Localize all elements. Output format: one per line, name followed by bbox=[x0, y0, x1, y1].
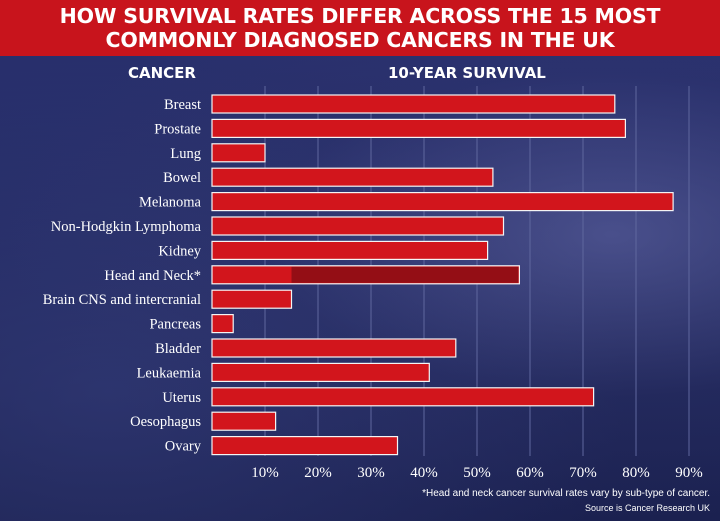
category-label: Non-Hodgkin Lymphoma bbox=[51, 219, 202, 235]
x-tick-label: 20% bbox=[304, 465, 332, 481]
bar bbox=[211, 387, 595, 407]
x-axis-ticks: 10% 20% 30% 40% 50% 60% 70% 80% 90% bbox=[251, 465, 703, 481]
chart-title-line-1: HOW SURVIVAL RATES DIFFER ACROSS THE 15 … bbox=[59, 4, 661, 28]
bar bbox=[211, 240, 489, 260]
bar bbox=[211, 362, 430, 382]
category-label: Bowel bbox=[163, 170, 201, 186]
x-tick-label: 70% bbox=[569, 465, 597, 481]
category-label: Kidney bbox=[158, 243, 201, 259]
category-label: Uterus bbox=[162, 390, 201, 406]
source-credit: Source is Cancer Research UK bbox=[584, 503, 710, 513]
x-tick-label: 10% bbox=[251, 465, 279, 481]
category-label: Oesophagus bbox=[130, 414, 201, 430]
bar bbox=[211, 118, 626, 139]
x-tick-label: 40% bbox=[410, 465, 438, 481]
bars bbox=[211, 94, 674, 456]
x-tick-label: 30% bbox=[357, 465, 385, 481]
category-label: Breast bbox=[164, 97, 201, 113]
category-label: Bladder bbox=[155, 341, 201, 357]
x-tick-label: 60% bbox=[516, 465, 544, 481]
x-tick-label: 80% bbox=[622, 465, 650, 481]
category-label: Melanoma bbox=[139, 195, 202, 211]
bar bbox=[211, 94, 616, 114]
bar bbox=[211, 289, 293, 309]
bar bbox=[211, 338, 457, 358]
x-tick-label: 50% bbox=[463, 465, 491, 481]
category-label: Ovary bbox=[165, 439, 202, 455]
value-column-header: 10-YEAR SURVIVAL bbox=[388, 64, 546, 82]
bar bbox=[211, 411, 277, 431]
bar bbox=[211, 216, 505, 236]
category-label: Leukaemia bbox=[137, 365, 202, 381]
category-label: Lung bbox=[170, 146, 201, 162]
bar bbox=[211, 314, 234, 334]
chart-title: HOW SURVIVAL RATES DIFFER ACROSS THE 15 … bbox=[4, 4, 716, 52]
category-label: Head and Neck* bbox=[104, 268, 201, 284]
category-label: Pancreas bbox=[149, 317, 201, 333]
bar bbox=[211, 436, 399, 456]
category-label: Prostate bbox=[154, 121, 201, 137]
x-tick-label: 90% bbox=[675, 465, 703, 481]
category-column-header: CANCER bbox=[128, 64, 196, 82]
head-neck-range-shading bbox=[291, 266, 519, 283]
category-labels: Breast Prostate Lung Bowel Melanoma Non-Hodgk… bbox=[43, 97, 202, 455]
title-bar: HOW SURVIVAL RATES DIFFER ACROSS THE 15 … bbox=[0, 0, 720, 56]
bar bbox=[211, 192, 674, 212]
chart-title-line-2: COMMONLY DIAGNOSED CANCERS IN THE UK bbox=[105, 28, 615, 52]
category-label: Brain CNS and intercranial bbox=[43, 292, 201, 308]
bar bbox=[211, 167, 494, 187]
bar bbox=[211, 143, 266, 163]
footnote-head-and-neck: *Head and neck cancer survival rates var… bbox=[422, 488, 710, 499]
